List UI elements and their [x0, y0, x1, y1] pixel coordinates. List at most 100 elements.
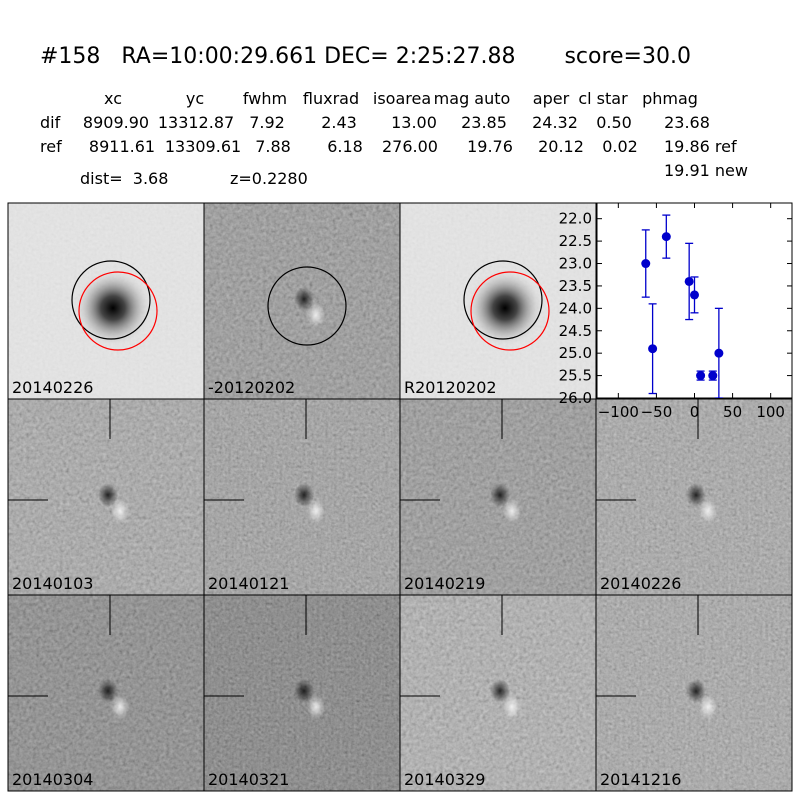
y-tick-label: 24.0 [559, 299, 592, 317]
panel-label: R20120202 [404, 378, 497, 397]
image-panel: 20140226 [7, 202, 205, 400]
row-label: dif [40, 113, 61, 132]
cell: 0.50 [596, 113, 632, 132]
y-tick-label: 26.0 [559, 389, 592, 407]
y-tick-label: 23.5 [559, 277, 592, 295]
column-header: yc [186, 89, 204, 108]
phmag-new: 19.91 new [664, 161, 748, 180]
point [684, 276, 694, 286]
y-tick-label: 25.5 [559, 367, 592, 385]
panel-label: 20140226 [600, 574, 681, 593]
cell: 8911.61 [89, 137, 155, 156]
cell: 19.76 [467, 137, 513, 156]
image-panel: 20140329 [399, 594, 597, 792]
column-header: fluxrad [303, 89, 359, 108]
cell: 24.32 [532, 113, 578, 132]
point [641, 259, 651, 269]
aperture [463, 260, 543, 340]
aperture-ref [78, 271, 158, 351]
cell: 23.68 [664, 113, 710, 132]
panel-frame [595, 594, 793, 792]
source-residual [307, 303, 325, 327]
redshift: z=0.2280 [230, 169, 308, 188]
dist: dist= 3.68 [80, 169, 168, 188]
image-panel: 20140121 [203, 398, 401, 596]
image-panel: 20140219 [399, 398, 597, 596]
source-residual [307, 499, 325, 523]
source-residual [111, 695, 129, 719]
panel-label: 20140226 [12, 378, 93, 397]
data [641, 214, 724, 398]
panel-label: 20140304 [12, 770, 93, 789]
y-tick-label: 22.5 [559, 232, 592, 250]
panel-label: -20120202 [208, 378, 295, 397]
image-panel: 20141216 [595, 594, 793, 792]
column-header: cl star [578, 89, 628, 108]
cell: 8909.90 [83, 113, 149, 132]
point [661, 232, 671, 242]
image-panel: 20140103 [7, 398, 205, 596]
source [98, 679, 118, 703]
image-panel: 20140304 [7, 594, 205, 792]
source-residual [307, 695, 325, 719]
source [98, 483, 118, 507]
point [648, 344, 658, 354]
source [490, 679, 510, 703]
source-residual [503, 695, 521, 719]
galaxy [465, 268, 545, 348]
cell: 23.85 [461, 113, 507, 132]
cell: 6.18 [327, 137, 363, 156]
source [294, 679, 314, 703]
source [294, 483, 314, 507]
image-panel: -20120202 [203, 202, 401, 400]
point [708, 371, 718, 381]
x-tick-label: −50 [641, 403, 673, 421]
title: #158 RA=10:00:29.661 DEC= 2:25:27.88 sco… [40, 44, 691, 69]
point [714, 348, 724, 358]
image-panel: R20120202 [399, 202, 597, 400]
image-panel: 20140321 [203, 594, 401, 792]
source [490, 483, 510, 507]
column-header: isoarea [373, 89, 431, 108]
panel-label: 20140321 [208, 770, 289, 789]
panel-label: 20140121 [208, 574, 289, 593]
cell: 2.43 [321, 113, 357, 132]
source [686, 679, 706, 703]
light-curve: 22.0 22.5 23.0 23.5 24.0 24.5 25.0 25.5 26.0 −100… [559, 202, 793, 421]
panel-label: 20140329 [404, 770, 485, 789]
point [696, 371, 706, 381]
x-tick-label: 100 [756, 403, 785, 421]
aperture-ref [470, 271, 550, 351]
y-tick-label: 22.0 [559, 210, 592, 228]
aperture [71, 260, 151, 340]
source-residual [699, 499, 717, 523]
panel-label: 20140103 [12, 574, 93, 593]
source-residual [503, 499, 521, 523]
column-header: mag auto [434, 89, 511, 108]
cell: 13309.61 [165, 137, 241, 156]
panels: 20140226 -20120202 R20120202 20140103 201401… [7, 202, 793, 792]
image-panel: 20140226 [595, 398, 793, 596]
point [690, 290, 699, 300]
y-tick-label: 23.0 [559, 255, 592, 273]
y-tick-label: 24.5 [559, 322, 592, 340]
column-header: xc [104, 89, 122, 108]
source-residual [111, 499, 129, 523]
galaxy [73, 268, 153, 348]
cell: 7.88 [255, 137, 291, 156]
cell: 19.86 ref [664, 137, 737, 156]
x-tick-label: −100 [598, 403, 639, 421]
column-header: aper [533, 89, 570, 108]
panel-label: 20140219 [404, 574, 485, 593]
cell: 20.12 [538, 137, 584, 156]
x-tick-label: 50 [723, 403, 742, 421]
y-tick-label: 25.0 [559, 344, 592, 362]
cell: 276.00 [382, 137, 438, 156]
aperture [267, 266, 347, 346]
source [686, 483, 706, 507]
column-header: phmag [642, 89, 698, 108]
cell: 0.02 [602, 137, 638, 156]
panel-label: 20141216 [600, 770, 681, 789]
column-header: fwhm [243, 89, 287, 108]
